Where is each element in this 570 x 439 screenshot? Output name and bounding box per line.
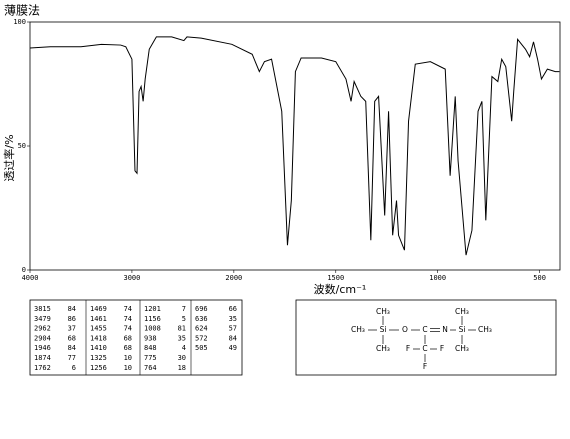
peak-transmittance: 7	[182, 305, 186, 313]
peak-wavenumber: 624	[195, 325, 208, 333]
peak-transmittance: 6	[72, 364, 76, 372]
peak-wavenumber: 848	[144, 344, 157, 352]
peak-wavenumber: 1461	[90, 315, 107, 323]
peak-transmittance: 68	[124, 344, 132, 352]
peak-transmittance: 10	[124, 364, 132, 372]
peak-wavenumber: 1008	[144, 325, 161, 333]
peak-wavenumber: 1410	[90, 344, 107, 352]
y-tick-label: 0	[22, 266, 26, 274]
peak-transmittance: 37	[68, 325, 76, 333]
peak-transmittance: 10	[124, 354, 132, 362]
peak-wavenumber: 1946	[34, 344, 51, 352]
peak-transmittance: 77	[68, 354, 76, 362]
y-tick-label: 100	[13, 18, 26, 26]
peak-transmittance: 30	[178, 354, 186, 362]
spectrum-line	[29, 36, 560, 256]
x-tick-label: 1500	[327, 274, 344, 282]
bonds	[368, 316, 476, 362]
atom: CH₃	[455, 307, 469, 316]
atom: F	[440, 344, 444, 353]
atom: CH₃	[376, 307, 390, 316]
atom: F	[406, 344, 410, 353]
peak-wavenumber: 1874	[34, 354, 51, 362]
atom: CH₃	[376, 344, 390, 353]
peak-transmittance: 5	[182, 315, 186, 323]
atom: N	[442, 325, 448, 334]
peak-transmittance: 84	[68, 305, 76, 313]
peak-wavenumber: 1418	[90, 334, 107, 342]
peak-table-frame	[29, 299, 243, 376]
chart-title: 薄膜法	[4, 3, 40, 18]
x-tick-label: 2000	[225, 274, 242, 282]
peak-wavenumber: 505	[195, 344, 208, 352]
peak-wavenumber: 696	[195, 305, 208, 313]
peak-transmittance: 4	[182, 344, 186, 352]
structure-frame	[295, 299, 557, 376]
peak-wavenumber: 938	[144, 334, 157, 342]
x-tick-label: 1000	[429, 274, 446, 282]
peak-transmittance: 35	[178, 334, 186, 342]
atom: CH₃	[478, 325, 492, 334]
peak-transmittance: 74	[124, 325, 132, 333]
peak-transmittance: 68	[68, 334, 76, 342]
atom: CH₃	[351, 325, 365, 334]
peak-transmittance: 74	[124, 315, 132, 323]
peak-wavenumber: 2962	[34, 325, 51, 333]
y-tick-label: 50	[18, 142, 26, 150]
peak-wavenumber: 3815	[34, 305, 51, 313]
peak-wavenumber: 1201	[144, 305, 161, 313]
peak-transmittance: 66	[229, 305, 237, 313]
peak-transmittance: 57	[229, 325, 237, 333]
peak-wavenumber: 1762	[34, 364, 51, 372]
peak-wavenumber: 572	[195, 334, 208, 342]
peak-transmittance: 18	[178, 364, 186, 372]
peak-wavenumber: 1256	[90, 364, 107, 372]
peak-transmittance: 49	[229, 344, 237, 352]
peak-wavenumber: 636	[195, 315, 208, 323]
plot-frame	[29, 21, 561, 271]
x-tick-label: 3000	[123, 274, 140, 282]
peak-wavenumber: 1469	[90, 305, 107, 313]
peak-transmittance: 81	[178, 325, 186, 333]
peak-transmittance: 86	[68, 315, 76, 323]
peak-transmittance: 35	[229, 315, 237, 323]
peak-transmittance: 74	[124, 305, 132, 313]
peak-wavenumber: 764	[144, 364, 157, 372]
peak-wavenumber: 1455	[90, 325, 107, 333]
atom: F	[423, 362, 427, 371]
peak-wavenumber: 775	[144, 354, 157, 362]
atom: O	[402, 325, 408, 334]
y-axis-label: 透过率/%	[2, 134, 16, 181]
atom: C	[422, 344, 427, 353]
atom: Si	[459, 325, 466, 334]
peak-transmittance: 68	[124, 334, 132, 342]
x-tick-label: 500	[533, 274, 546, 282]
peak-wavenumber: 3479	[34, 315, 51, 323]
x-axis-label: 波数/cm⁻¹	[314, 283, 367, 296]
x-tick-label: 4000	[22, 274, 39, 282]
atom: C	[422, 325, 427, 334]
peak-wavenumber: 1156	[144, 315, 161, 323]
atom: CH₃	[455, 344, 469, 353]
peak-transmittance: 84	[229, 334, 237, 342]
peak-wavenumber: 1325	[90, 354, 107, 362]
peak-wavenumber: 2904	[34, 334, 51, 342]
atom: Si	[380, 325, 387, 334]
peak-transmittance: 84	[68, 344, 76, 352]
